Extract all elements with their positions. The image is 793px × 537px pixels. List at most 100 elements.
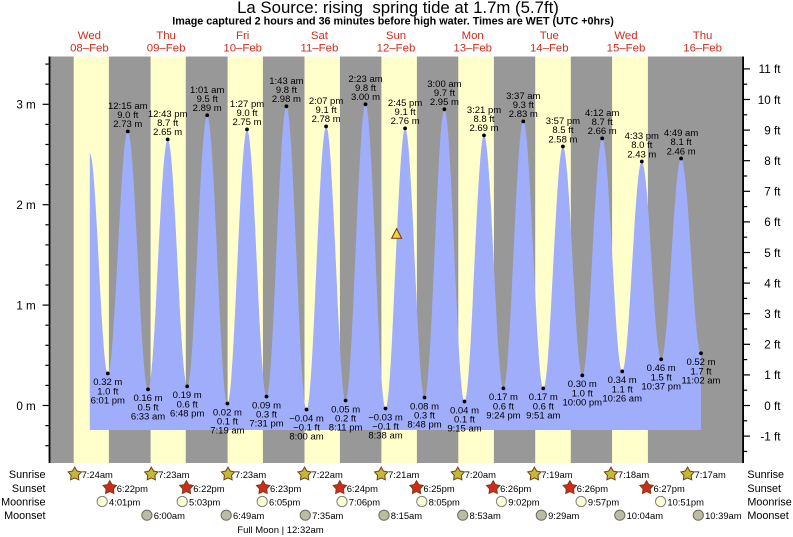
svg-text:3:21 pm: 3:21 pm bbox=[467, 105, 501, 116]
svg-text:9:24 pm: 9:24 pm bbox=[486, 411, 520, 422]
svg-text:9.1 ft: 9.1 ft bbox=[316, 105, 337, 116]
svg-text:7:22am: 7:22am bbox=[312, 469, 343, 480]
svg-text:0.04 m: 0.04 m bbox=[450, 405, 479, 416]
svg-text:Thu: Thu bbox=[156, 30, 176, 42]
svg-text:0.09 m: 0.09 m bbox=[252, 400, 281, 411]
svg-text:0.3 ft: 0.3 ft bbox=[256, 410, 277, 421]
svg-text:Tue: Tue bbox=[540, 30, 559, 42]
svg-text:10:39am: 10:39am bbox=[705, 510, 742, 521]
svg-text:11–Feb: 11–Feb bbox=[301, 43, 339, 55]
svg-text:1.5 ft: 1.5 ft bbox=[651, 372, 672, 383]
svg-text:2.65 m: 2.65 m bbox=[153, 127, 182, 138]
svg-text:10:51pm: 10:51pm bbox=[667, 497, 704, 508]
svg-text:0.05 m: 0.05 m bbox=[331, 404, 360, 415]
svg-text:Moonset: Moonset bbox=[747, 510, 788, 522]
svg-text:4:12 am: 4:12 am bbox=[585, 108, 619, 119]
svg-text:0.1 ft: 0.1 ft bbox=[454, 415, 475, 426]
svg-text:8:05pm: 8:05pm bbox=[429, 497, 460, 508]
svg-text:3:37 am: 3:37 am bbox=[506, 91, 540, 102]
svg-text:12:43 pm: 12:43 pm bbox=[148, 109, 188, 120]
svg-text:10:04am: 10:04am bbox=[627, 510, 664, 521]
svg-text:8.8 ft: 8.8 ft bbox=[473, 114, 494, 125]
svg-text:8.5 ft: 8.5 ft bbox=[552, 125, 573, 136]
svg-text:7:21am: 7:21am bbox=[388, 469, 419, 480]
svg-text:0.52 m: 0.52 m bbox=[686, 357, 715, 368]
svg-text:4:01pm: 4:01pm bbox=[109, 497, 140, 508]
svg-text:1:01 am: 1:01 am bbox=[190, 85, 224, 96]
svg-text:9:51 am: 9:51 am bbox=[526, 411, 560, 422]
svg-text:15–Feb: 15–Feb bbox=[607, 43, 646, 55]
svg-text:Sunset: Sunset bbox=[12, 483, 46, 495]
svg-text:8.1 ft: 8.1 ft bbox=[671, 137, 692, 148]
svg-text:08–Feb: 08–Feb bbox=[70, 43, 109, 55]
svg-text:9:15 am: 9:15 am bbox=[447, 424, 481, 435]
svg-text:0.17 m: 0.17 m bbox=[489, 392, 518, 403]
svg-text:8:00 am: 8:00 am bbox=[289, 432, 323, 443]
svg-text:9 ft: 9 ft bbox=[764, 124, 781, 137]
svg-text:6:01 pm: 6:01 pm bbox=[91, 396, 125, 407]
svg-text:Wed: Wed bbox=[78, 30, 101, 42]
svg-text:6 ft: 6 ft bbox=[764, 216, 781, 229]
svg-text:2.43 m: 2.43 m bbox=[627, 149, 656, 160]
svg-text:10–Feb: 10–Feb bbox=[223, 43, 262, 55]
svg-text:8.0 ft: 8.0 ft bbox=[631, 140, 652, 151]
svg-text:Moonset: Moonset bbox=[4, 510, 45, 522]
svg-text:9:57pm: 9:57pm bbox=[588, 497, 619, 508]
svg-text:7:23am: 7:23am bbox=[235, 469, 266, 480]
svg-text:−0.1 ft: −0.1 ft bbox=[293, 423, 320, 434]
svg-text:Thu: Thu bbox=[693, 30, 713, 42]
svg-text:7:19am: 7:19am bbox=[541, 469, 572, 480]
svg-text:0.6 ft: 0.6 ft bbox=[493, 401, 514, 412]
svg-text:0.34 m: 0.34 m bbox=[608, 375, 637, 386]
svg-text:0.1 ft: 0.1 ft bbox=[217, 417, 238, 428]
svg-text:6:24pm: 6:24pm bbox=[347, 483, 378, 494]
svg-text:8:38 am: 8:38 am bbox=[368, 431, 402, 442]
svg-text:0.6 ft: 0.6 ft bbox=[177, 399, 198, 410]
svg-text:10:37 pm: 10:37 pm bbox=[641, 382, 681, 393]
svg-text:6:22pm: 6:22pm bbox=[117, 483, 148, 494]
svg-text:Full Moon | 12:32am: Full Moon | 12:32am bbox=[237, 525, 324, 536]
svg-text:Sat: Sat bbox=[311, 30, 329, 42]
svg-text:10:26 am: 10:26 am bbox=[602, 394, 642, 405]
svg-text:8.7 ft: 8.7 ft bbox=[157, 118, 178, 129]
svg-text:4 ft: 4 ft bbox=[764, 277, 781, 290]
svg-text:10:00 pm: 10:00 pm bbox=[562, 398, 602, 409]
svg-text:Wed: Wed bbox=[614, 30, 637, 42]
svg-text:-1 ft: -1 ft bbox=[760, 430, 781, 443]
svg-text:0.2 ft: 0.2 ft bbox=[335, 414, 356, 425]
svg-text:−0.1 ft: −0.1 ft bbox=[372, 422, 399, 433]
svg-text:8:11 pm: 8:11 pm bbox=[329, 423, 363, 434]
svg-text:0.30 m: 0.30 m bbox=[568, 379, 597, 390]
svg-text:0.02 m: 0.02 m bbox=[213, 407, 242, 418]
svg-text:1.0 ft: 1.0 ft bbox=[97, 386, 118, 397]
svg-text:1.7 ft: 1.7 ft bbox=[690, 366, 711, 377]
svg-text:14–Feb: 14–Feb bbox=[530, 43, 569, 55]
svg-text:7:20am: 7:20am bbox=[465, 469, 496, 480]
svg-text:7:06pm: 7:06pm bbox=[349, 497, 380, 508]
svg-text:0.46 m: 0.46 m bbox=[647, 363, 676, 374]
svg-text:8:53am: 8:53am bbox=[470, 510, 501, 521]
svg-text:9.0 ft: 9.0 ft bbox=[236, 108, 257, 119]
svg-text:11 ft: 11 ft bbox=[759, 63, 782, 76]
svg-text:6:26pm: 6:26pm bbox=[500, 483, 531, 494]
svg-text:11:02 am: 11:02 am bbox=[682, 376, 721, 387]
svg-text:0 ft: 0 ft bbox=[764, 400, 781, 413]
svg-text:6:00am: 6:00am bbox=[154, 510, 185, 521]
svg-text:5 ft: 5 ft bbox=[764, 247, 781, 260]
svg-text:1:43 am: 1:43 am bbox=[269, 76, 303, 87]
svg-text:3:00 am: 3:00 am bbox=[427, 79, 461, 90]
svg-text:2.95 m: 2.95 m bbox=[430, 97, 459, 108]
svg-text:13–Feb: 13–Feb bbox=[453, 43, 492, 55]
svg-text:0.08 m: 0.08 m bbox=[410, 401, 439, 412]
svg-text:1 m: 1 m bbox=[16, 299, 35, 312]
svg-text:Sun: Sun bbox=[386, 30, 406, 42]
svg-text:9.1 ft: 9.1 ft bbox=[395, 107, 416, 118]
svg-text:Sunrise: Sunrise bbox=[9, 469, 46, 481]
svg-text:Mon: Mon bbox=[462, 30, 484, 42]
svg-text:2.46 m: 2.46 m bbox=[667, 146, 696, 157]
svg-text:2:23 am: 2:23 am bbox=[348, 74, 382, 85]
svg-text:6:49am: 6:49am bbox=[233, 510, 264, 521]
svg-text:Fri: Fri bbox=[236, 30, 249, 42]
svg-text:9:29am: 9:29am bbox=[548, 510, 579, 521]
svg-text:6:22pm: 6:22pm bbox=[193, 483, 224, 494]
